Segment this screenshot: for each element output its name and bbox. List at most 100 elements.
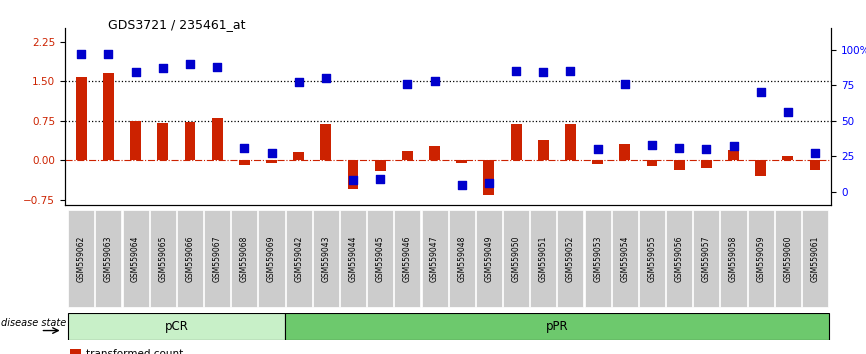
- Bar: [211, 118, 223, 160]
- Legend: transformed count, percentile rank within the sample: transformed count, percentile rank withi…: [70, 349, 262, 354]
- Text: GSM559055: GSM559055: [648, 235, 656, 282]
- Text: GSM559050: GSM559050: [512, 235, 520, 282]
- Point: [564, 68, 578, 74]
- Bar: [775, 210, 801, 307]
- Point: [292, 80, 306, 85]
- Bar: [184, 122, 196, 160]
- Bar: [802, 210, 828, 307]
- Bar: [239, 160, 249, 165]
- Text: GSM559047: GSM559047: [430, 235, 439, 282]
- Bar: [266, 160, 277, 163]
- Text: GSM559068: GSM559068: [240, 235, 249, 282]
- Text: GSM559056: GSM559056: [675, 235, 683, 282]
- Bar: [674, 160, 685, 170]
- Bar: [476, 210, 502, 307]
- Bar: [286, 210, 312, 307]
- Text: GSM559053: GSM559053: [593, 235, 602, 282]
- Text: GSM559059: GSM559059: [756, 235, 766, 282]
- Point: [265, 150, 279, 156]
- Point: [156, 65, 170, 71]
- Bar: [231, 210, 257, 307]
- Bar: [619, 143, 630, 160]
- Text: GSM559049: GSM559049: [484, 235, 494, 282]
- Bar: [694, 210, 720, 307]
- Bar: [611, 210, 638, 307]
- Point: [346, 178, 360, 183]
- Bar: [565, 125, 576, 160]
- Text: GSM559060: GSM559060: [784, 235, 792, 282]
- Bar: [422, 210, 448, 307]
- Text: GSM559057: GSM559057: [701, 235, 711, 282]
- Text: GSM559044: GSM559044: [348, 235, 358, 282]
- Text: GSM559058: GSM559058: [729, 235, 738, 282]
- Bar: [728, 150, 739, 160]
- Bar: [76, 77, 87, 160]
- Text: GSM559067: GSM559067: [213, 235, 222, 282]
- Bar: [701, 160, 712, 169]
- Bar: [449, 210, 475, 307]
- Text: GSM559066: GSM559066: [185, 235, 195, 282]
- Text: pCR: pCR: [165, 320, 188, 333]
- Bar: [285, 313, 829, 340]
- Point: [400, 81, 414, 87]
- Bar: [294, 153, 304, 160]
- Bar: [530, 210, 556, 307]
- Point: [455, 182, 469, 188]
- Point: [74, 51, 88, 57]
- Bar: [150, 210, 176, 307]
- Point: [591, 146, 604, 152]
- Bar: [456, 160, 467, 163]
- Bar: [585, 210, 611, 307]
- Bar: [592, 160, 603, 164]
- Text: GSM559064: GSM559064: [131, 235, 140, 282]
- Bar: [755, 160, 766, 176]
- Text: GSM559048: GSM559048: [457, 235, 466, 282]
- Bar: [95, 210, 121, 307]
- Text: GSM559063: GSM559063: [104, 235, 113, 282]
- Point: [536, 69, 550, 75]
- Point: [482, 181, 496, 186]
- Point: [509, 68, 523, 74]
- Bar: [68, 313, 285, 340]
- Text: GSM559061: GSM559061: [811, 235, 819, 282]
- Bar: [666, 210, 692, 307]
- Bar: [810, 160, 820, 170]
- Text: GSM559042: GSM559042: [294, 235, 303, 282]
- Bar: [340, 210, 366, 307]
- Bar: [347, 160, 359, 189]
- Bar: [402, 151, 413, 160]
- Text: GSM559065: GSM559065: [158, 235, 167, 282]
- Text: pPR: pPR: [546, 320, 568, 333]
- Bar: [511, 125, 521, 160]
- Point: [781, 109, 795, 115]
- Bar: [123, 210, 149, 307]
- Bar: [430, 146, 440, 160]
- Bar: [320, 125, 332, 160]
- Bar: [130, 121, 141, 160]
- Point: [373, 176, 387, 182]
- Bar: [639, 210, 665, 307]
- Text: GSM559054: GSM559054: [620, 235, 630, 282]
- Bar: [721, 210, 746, 307]
- Bar: [503, 210, 529, 307]
- Point: [237, 145, 251, 150]
- Text: GSM559043: GSM559043: [321, 235, 330, 282]
- Point: [727, 143, 740, 149]
- Bar: [258, 210, 285, 307]
- Bar: [68, 210, 94, 307]
- Bar: [313, 210, 339, 307]
- Bar: [558, 210, 584, 307]
- Point: [210, 64, 224, 69]
- Point: [129, 69, 143, 75]
- Point: [319, 75, 333, 81]
- Bar: [367, 210, 393, 307]
- Point: [617, 81, 631, 87]
- Bar: [483, 160, 494, 195]
- Bar: [103, 73, 113, 160]
- Point: [428, 78, 442, 84]
- Bar: [394, 210, 420, 307]
- Point: [645, 142, 659, 148]
- Point: [183, 61, 197, 67]
- Bar: [747, 210, 773, 307]
- Bar: [375, 160, 385, 171]
